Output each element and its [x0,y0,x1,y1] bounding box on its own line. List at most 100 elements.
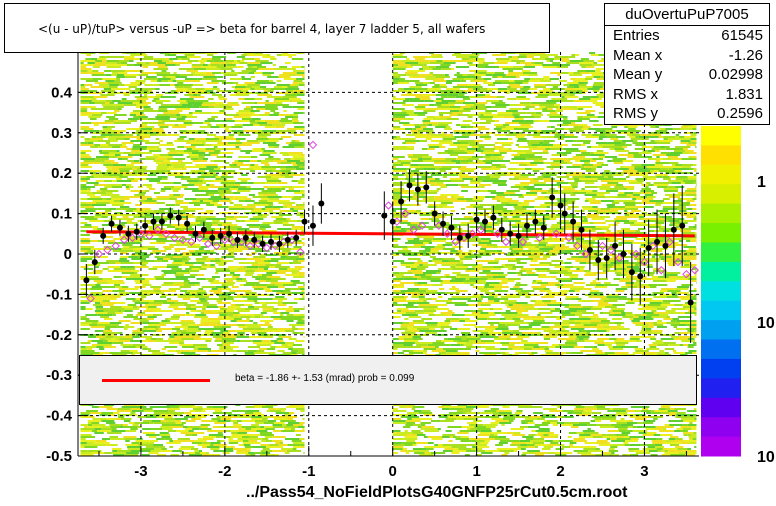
data-point [490,214,497,221]
data-point [406,182,413,189]
diamond-point [443,229,452,239]
diamond-point [573,241,582,251]
stats-value: 61545 [721,27,763,44]
diamond-point [145,231,154,241]
diamond-point [203,239,213,249]
colorbar-cell [701,320,741,340]
x-tick-label: -3 [134,463,147,480]
diamond-point [178,235,188,245]
diamond-point [581,249,590,259]
stats-box: duOvertuPuP7005 Entries 61545 Mean x -1.… [604,3,770,125]
data-point [670,226,677,233]
data-point [578,226,585,233]
diamond-point [245,241,255,251]
stats-label: Entries [613,27,660,44]
colorbar-cell [701,358,741,379]
chart-title: <(u - uP)/tuP> versus -uP => beta for ba… [38,22,486,36]
data-point [549,194,556,201]
stats-label: Mean y [613,66,663,83]
diamond-point [170,233,179,243]
data-point [620,251,627,257]
data-point [142,222,149,229]
diamond-point [606,245,616,255]
diamond-point [401,209,410,218]
data-point [679,222,686,229]
y-tick-label: 0.3 [51,125,72,142]
data-point [226,230,233,237]
data-point [284,236,291,243]
colorbar-label: 10 [757,315,775,332]
y-tick-label: -0.5 [46,448,72,465]
fit-line [86,230,695,238]
diamond-point [476,225,486,234]
stats-label: RMS x [613,85,658,103]
diamond-point [195,233,204,243]
y-tick-label: 0 [64,246,72,263]
diamond-point [296,247,305,257]
fit-line-layer [86,230,695,238]
data-point [595,257,602,264]
data-point [540,224,547,231]
fit-legend-box: beta = -1.86 +- 1.53 (mrad) prob = 0.099 [79,355,697,405]
diamond-point [657,265,666,275]
diamond-point [384,201,393,210]
data-point [662,242,669,249]
data-point [133,228,140,235]
data-point [515,232,522,239]
fit-legend-text: beta = -1.86 +- 1.53 (mrad) prob = 0.099 [235,373,415,384]
data-point [125,230,132,237]
colorbar-cell [701,261,741,282]
stats-value: -1.26 [728,46,763,64]
chart-title-box: <(u - uP)/tuP> versus -uP => beta for ba… [4,3,550,53]
data-point [507,230,514,237]
data-point [100,232,107,239]
diamond-point [94,249,104,259]
x-tick-label: -2 [218,463,231,480]
data-point [473,216,480,223]
data-point [242,234,249,241]
diamond-point [468,229,477,239]
data-point [482,218,489,225]
diamond-point [451,237,460,247]
data-point [167,212,174,219]
data-point [234,236,241,243]
diamond-point [220,235,230,245]
y-tick-label: 0.2 [51,165,72,182]
diamond-point [86,294,95,303]
diamond-point [598,241,607,251]
diamond-point [631,249,641,259]
data-point [259,240,266,247]
stats-value: 1.831 [725,85,763,103]
data-point [561,210,568,217]
data-point [309,222,316,229]
data-point [209,234,216,241]
diamond-point [665,237,674,247]
colorbar-cell [701,397,741,418]
data-point [200,226,207,233]
y-tick-label: -0.3 [46,367,72,384]
data-point [414,186,421,193]
stats-label: RMS y [613,105,658,122]
data-point [381,212,388,219]
data-point [423,184,430,191]
colorbar-cell [701,378,741,399]
diamond-point [673,257,683,267]
diamond-point [103,245,112,255]
diamond-point [535,233,544,243]
y-tick-label: 0.1 [51,206,72,223]
colorbar-cell [701,242,741,263]
data-point [440,220,447,227]
y-tick-label: -0.1 [46,286,72,303]
stats-row-rms-x: RMS x 1.831 [605,85,769,105]
y-tick-label: -0.2 [46,327,72,344]
stats-value: 0.02998 [708,66,763,83]
data-point [276,240,283,247]
data-point [645,244,652,251]
diamond-point [161,229,171,239]
data-point [654,238,661,245]
data-point [448,224,455,231]
axes-layer: -3 -2 -1 0 1 2 3 0.4 0.3 0.2 0.1 0 -0.1 -0.2 -0.3 -0.4 -… [46,52,699,480]
diamond-point [690,265,700,275]
data-point [116,224,123,231]
